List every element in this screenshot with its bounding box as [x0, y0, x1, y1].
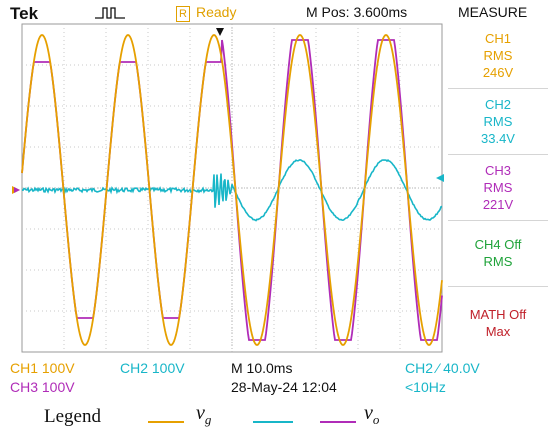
- measure-ch2[interactable]: CH2 RMS 33.4V: [446, 96, 550, 147]
- measure-ch1[interactable]: CH1 RMS 246V: [446, 30, 550, 81]
- trigger-position-marker: [216, 28, 224, 36]
- measure-ch3-source: CH3: [484, 163, 511, 178]
- waveform-traces: [21, 34, 443, 346]
- trigger-level-marker: [436, 174, 444, 182]
- trigger-setting: CH2 ⁄ 40.0V: [405, 360, 480, 376]
- measure-ch1-source: CH1: [484, 31, 511, 46]
- ch3-scale: CH3 100V: [10, 379, 75, 395]
- measure-divider: [448, 88, 548, 89]
- brand-logo: Tek: [10, 4, 39, 23]
- trigger-frequency: <10Hz: [405, 379, 446, 395]
- legend-label-vo: vo: [364, 402, 380, 427]
- measure-menu-title[interactable]: MEASURE: [458, 4, 528, 20]
- measure-ch4-type: RMS: [483, 254, 513, 269]
- measure-divider: [448, 286, 548, 287]
- measure-panel: CH1 RMS 246V CH2 RMS 33.4V CH3 RMS 221V …: [446, 24, 550, 352]
- legend-swatch-ch2: [253, 421, 293, 423]
- measure-ch2-type: RMS: [483, 114, 513, 129]
- measure-math-type: Max: [485, 324, 511, 339]
- legend-label-vg: vg: [196, 402, 212, 427]
- ch2-trace: [21, 158, 443, 222]
- measure-ch2-source: CH2: [484, 97, 511, 112]
- legend: Legend vg vo: [0, 399, 550, 442]
- ch1-trace-vg: [21, 34, 443, 346]
- measure-divider: [448, 154, 548, 155]
- legend-label: Legend: [44, 406, 101, 427]
- status-badge: R: [176, 6, 190, 22]
- measure-ch1-value: 246V: [482, 65, 514, 80]
- measure-ch3[interactable]: CH3 RMS 221V: [446, 162, 550, 213]
- measure-ch3-type: RMS: [483, 180, 513, 195]
- legend-swatch-vo: [320, 421, 356, 423]
- markers: [12, 28, 444, 194]
- legend-swatch-vg: [148, 421, 184, 423]
- pulse-icon: [95, 6, 125, 20]
- measure-ch4[interactable]: CH4 Off RMS: [446, 236, 550, 270]
- measure-math-source: MATH Off: [469, 307, 527, 322]
- measure-ch3-value: 221V: [482, 197, 514, 212]
- measure-divider: [448, 220, 548, 221]
- horizontal-position: M Pos: 3.600ms: [306, 4, 408, 20]
- measure-math[interactable]: MATH Off Max: [446, 306, 550, 340]
- capture-date: 28-May-24 12:04: [231, 379, 337, 395]
- ch3-ground-marker: [14, 187, 20, 193]
- measure-ch4-source: CH4 Off: [474, 237, 522, 252]
- timebase: M 10.0ms: [231, 360, 293, 376]
- ch2-scale: CH2 100V: [120, 360, 185, 376]
- measure-ch2-value: 33.4V: [481, 131, 515, 146]
- measure-ch1-type: RMS: [483, 48, 513, 63]
- ch1-scale: CH1 100V: [10, 360, 75, 376]
- acquisition-status: Ready: [196, 4, 237, 20]
